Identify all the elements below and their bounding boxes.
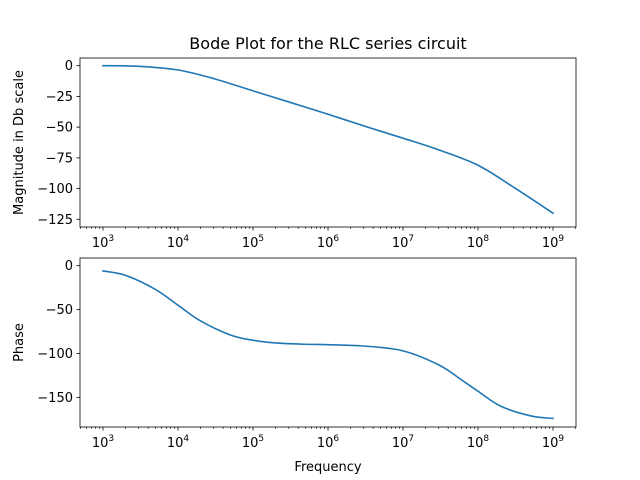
x-tick-label: 105 (242, 434, 264, 451)
y-tick-label: −75 (46, 151, 73, 166)
series-line-1 (102, 270, 554, 420)
x-tick-label: 109 (542, 234, 565, 251)
subplot-2: 103 104 105 106 107 108 109 0 −50 −100 −150 Phase Fr… (12, 257, 577, 475)
y-axis-label: Phase (12, 323, 27, 362)
y-tick-label: −150 (37, 391, 73, 406)
y-tick-label: −100 (37, 347, 73, 362)
y-tick-label: −50 (46, 121, 73, 136)
y-axis-label: Magnitude in Db scale (12, 70, 27, 215)
x-tick-label: 108 (467, 434, 490, 451)
series-line-1 (102, 64, 555, 215)
axes-frame (79, 57, 577, 228)
x-tick-label: 103 (92, 434, 114, 451)
y-tick-label: 0 (65, 259, 73, 274)
x-axis-label: Frequency (294, 460, 361, 475)
x-tick-label: 106 (317, 434, 340, 451)
y-tick-label: −50 (46, 303, 73, 318)
x-tick-label: 106 (317, 234, 340, 251)
x-tick-label: 105 (242, 234, 264, 251)
subplot-1: Bode Plot for the RLC series circuit 103 1… (12, 34, 577, 251)
x-tick-label: 103 (92, 234, 114, 251)
y-tick-label: −100 (37, 182, 73, 197)
x-tick-label: 104 (167, 234, 190, 251)
y-tick-label: −25 (46, 90, 73, 105)
x-tick-label: 104 (167, 434, 190, 451)
x-tick-label: 109 (542, 434, 565, 451)
y-tick-label: 0 (65, 59, 73, 74)
x-tick-label: 108 (467, 234, 490, 251)
y-tick-label: −125 (37, 213, 73, 228)
axes-frame (79, 257, 577, 428)
x-tick-label: 107 (392, 434, 414, 451)
x-tick-label: 107 (392, 234, 414, 251)
chart-title: Bode Plot for the RLC series circuit (189, 34, 466, 53)
